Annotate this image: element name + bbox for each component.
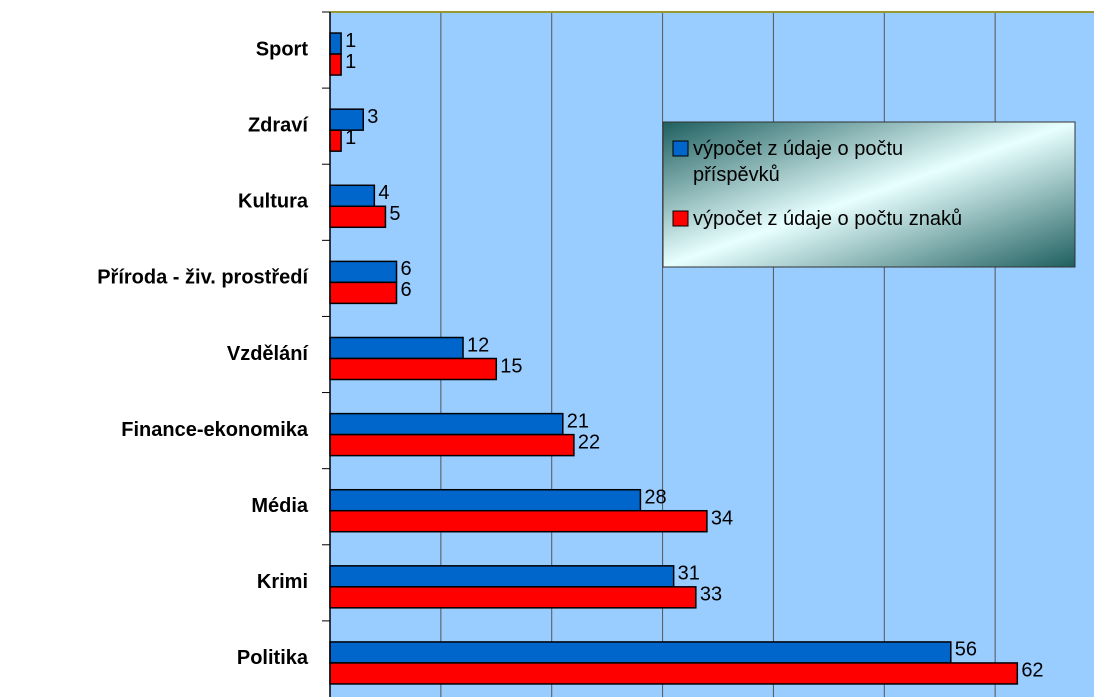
data-label: 3 xyxy=(367,106,378,128)
y-tick-label: Zdraví xyxy=(248,114,309,136)
legend-swatch xyxy=(672,140,689,157)
data-label: 21 xyxy=(567,410,589,432)
data-label: 1 xyxy=(345,51,356,73)
legend-entry: výpočet z údaje o počtu příspěvků xyxy=(693,138,904,186)
y-tick-label: Média xyxy=(251,495,309,517)
data-label: 12 xyxy=(467,334,489,356)
bar xyxy=(329,565,675,588)
y-tick-label: Finance-ekonomika xyxy=(121,419,309,441)
legend-label: výpočet z údaje o počtu znaků xyxy=(693,208,963,230)
bar xyxy=(329,433,575,457)
data-label: 4 xyxy=(378,182,389,204)
bar xyxy=(329,260,398,284)
legend-swatch xyxy=(672,210,689,227)
data-label: 6 xyxy=(401,258,412,280)
y-tick-label: Sport xyxy=(256,38,309,60)
bar xyxy=(329,53,342,76)
bar xyxy=(329,281,398,305)
data-label: 62 xyxy=(1021,660,1043,682)
bar xyxy=(329,184,376,208)
data-label: 15 xyxy=(500,355,522,377)
y-tick-label: Vzdělání xyxy=(227,343,310,365)
bar xyxy=(329,641,952,664)
data-label: 1 xyxy=(345,30,356,52)
data-label: 34 xyxy=(711,508,733,530)
bar xyxy=(329,357,498,381)
bar xyxy=(329,205,387,229)
y-tick-label: Kultura xyxy=(238,191,309,213)
data-label: 6 xyxy=(401,279,412,301)
data-label: 33 xyxy=(700,584,722,606)
bar xyxy=(329,32,342,55)
legend-entry: výpočet z údaje o počtu znaků xyxy=(693,208,963,230)
data-label: 1 xyxy=(345,127,356,149)
y-tick-label: Krimi xyxy=(257,571,308,593)
bar xyxy=(329,412,564,436)
data-label: 5 xyxy=(389,203,400,225)
bar xyxy=(329,336,464,360)
data-label: 28 xyxy=(644,487,666,509)
bar xyxy=(329,129,342,152)
y-tick-label: Politika xyxy=(237,647,309,669)
bar xyxy=(329,586,697,609)
bar xyxy=(329,509,708,533)
bar xyxy=(329,662,1019,685)
legend-box xyxy=(662,121,1076,268)
bar xyxy=(329,488,642,512)
legend-label: výpočet z údaje o počtu příspěvků xyxy=(693,138,904,186)
data-label: 31 xyxy=(678,563,700,585)
data-label: 22 xyxy=(578,431,600,453)
y-tick-label: Příroda - živ. prostředí xyxy=(97,267,309,289)
data-label: 56 xyxy=(955,639,977,661)
